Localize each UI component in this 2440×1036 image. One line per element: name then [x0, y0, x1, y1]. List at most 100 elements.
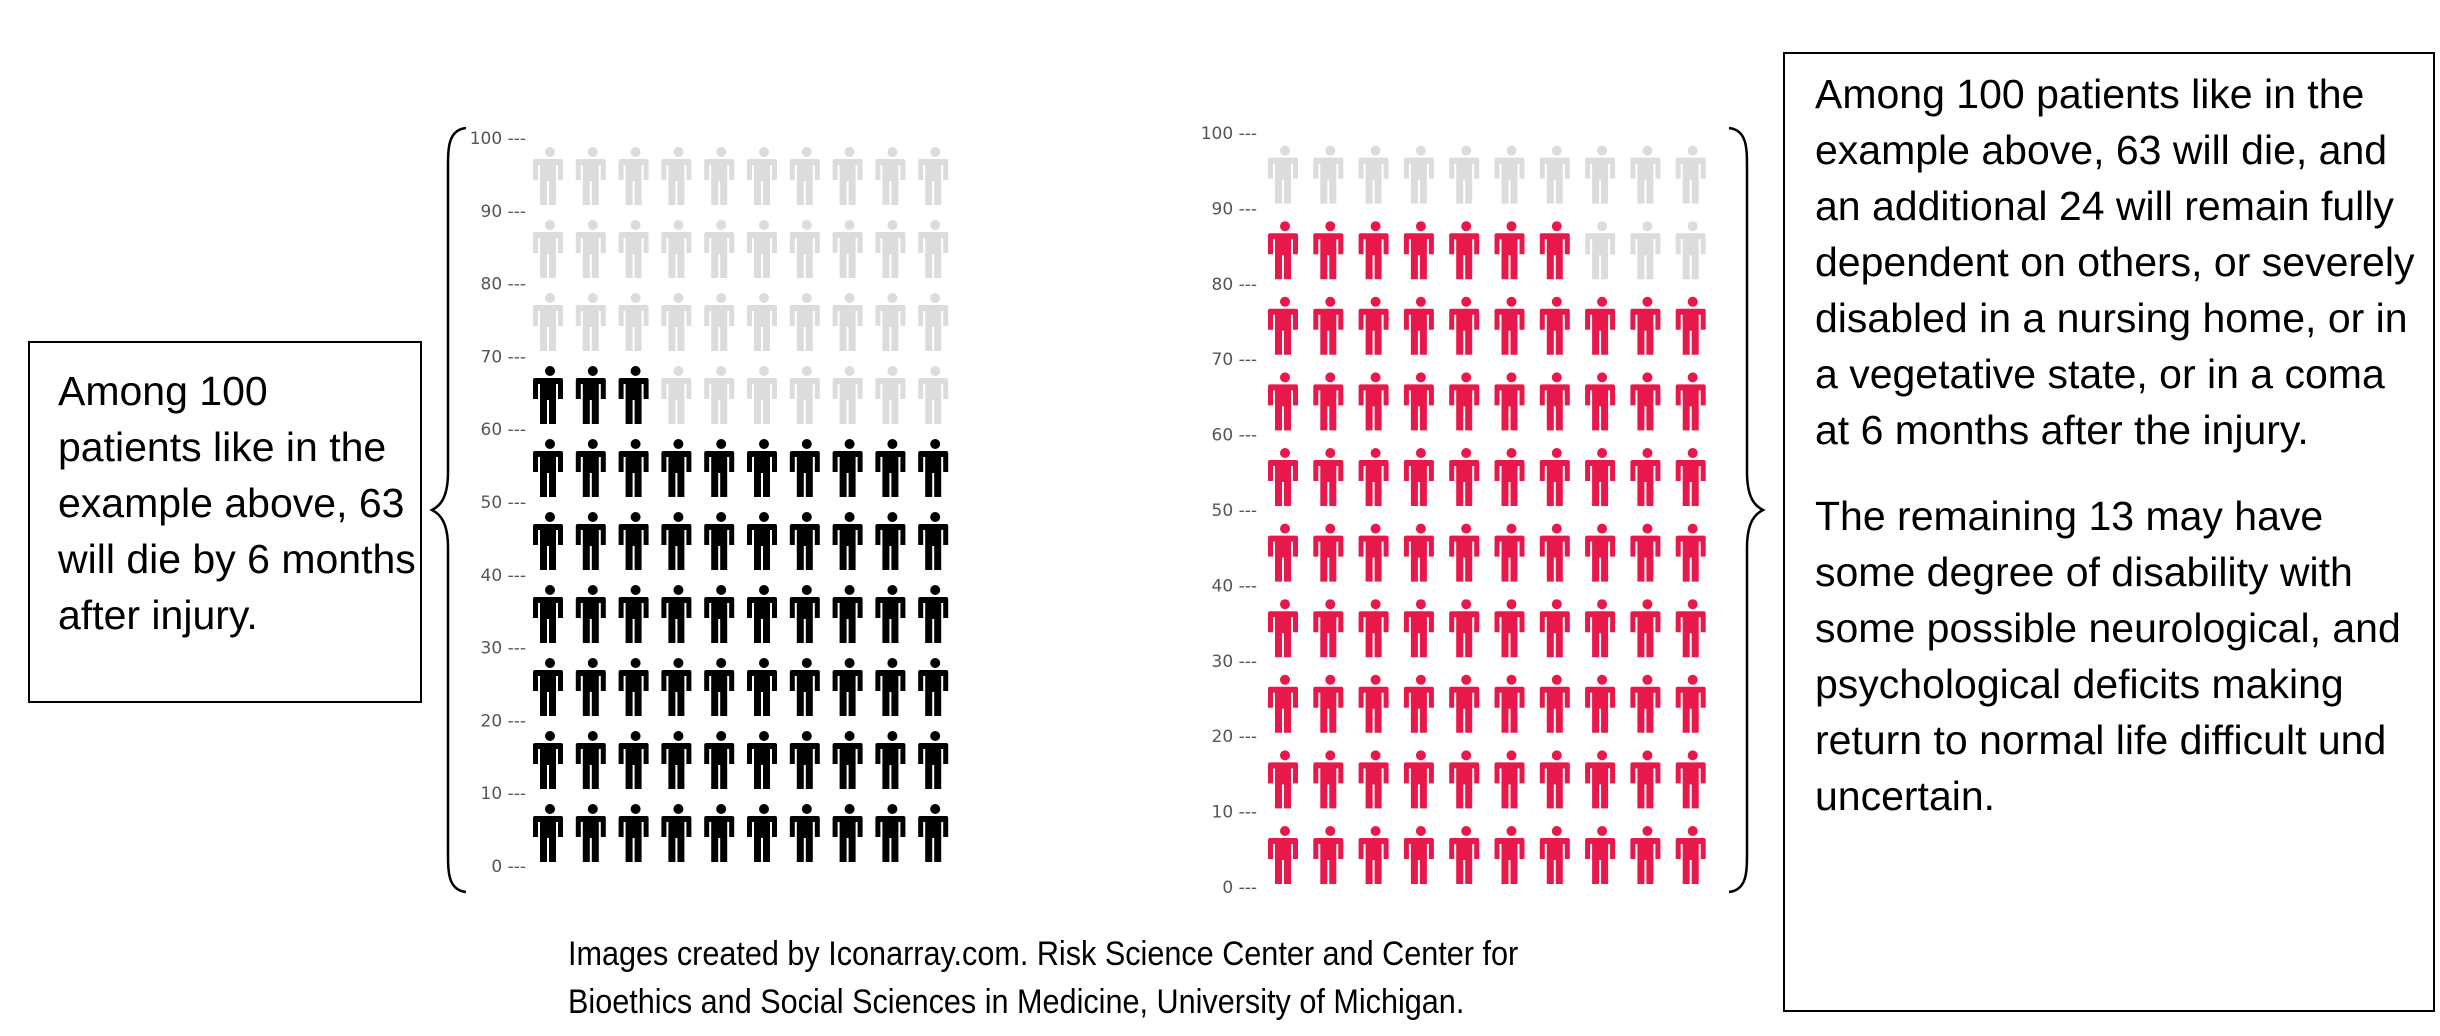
left-chart-person-icon [832, 731, 863, 789]
right-chart-person-icon [1449, 674, 1480, 733]
left-chart-y-tick-90: 90 --- [481, 202, 526, 222]
right-chart-person-icon [1494, 750, 1525, 809]
left-chart-person-icon [918, 147, 949, 205]
left-chart-person-icon [875, 366, 906, 424]
left-chart-person-icon [618, 585, 649, 643]
right-chart-person-icon [1268, 221, 1298, 280]
left-chart-y-tick-0: 0 --- [491, 857, 526, 877]
left-chart-person-icon [918, 585, 949, 643]
left-chart-person-icon [661, 147, 692, 205]
left-chart-person-icon [575, 731, 606, 789]
right-chart-person-icon [1449, 448, 1480, 506]
left-chart-person-icon [661, 220, 692, 278]
left-chart-person-icon [875, 585, 906, 643]
left-chart-person-icon [618, 512, 649, 570]
right-chart-person-icon [1403, 448, 1434, 506]
right-caption-paragraph-2: The remaining 13 may have some degree of… [1815, 493, 2401, 819]
credits-line-2: Bioethics and Social Sciences in Medicin… [568, 983, 1465, 1021]
left-chart-y-tick-50: 50 --- [481, 493, 526, 513]
right-chart-person-icon [1358, 674, 1389, 733]
right-chart-person-icon [1585, 826, 1616, 884]
left-chart-person-icon [832, 293, 863, 351]
right-chart-person-icon [1630, 826, 1661, 884]
right-chart-y-tick-30: 30 --- [1212, 652, 1257, 672]
right-chart-person-icon [1539, 523, 1570, 582]
left-chart-person-icon [747, 658, 777, 716]
left-chart-person-icon [575, 512, 606, 570]
left-chart-person-icon [875, 658, 906, 716]
right-chart-person-icon [1675, 750, 1706, 809]
left-chart-person-icon [789, 439, 820, 497]
right-chart-person-icon [1585, 145, 1616, 204]
left-chart-y-tick-80: 80 --- [481, 275, 526, 295]
right-chart-person-icon [1313, 826, 1344, 884]
right-chart-person-icon [1494, 826, 1525, 884]
right-chart-y-tick-90: 90 --- [1212, 199, 1257, 219]
right-chart-person-icon [1494, 372, 1525, 431]
left-chart-person-icon [875, 220, 906, 278]
left-chart-person-icon [661, 804, 692, 862]
right-chart-person-icon [1585, 674, 1616, 733]
left-chart-person-icon [789, 147, 820, 205]
left-chart-person-icon [747, 220, 777, 278]
left-chart-y-tick-100: 100 --- [470, 129, 526, 149]
right-chart-y-tick-20: 20 --- [1212, 727, 1257, 747]
left-chart-person-icon [918, 804, 949, 862]
right-chart-person-icon [1494, 448, 1525, 506]
right-chart-person-icon [1358, 750, 1389, 809]
right-chart-person-icon [1675, 674, 1706, 733]
right-chart-person-icon [1403, 523, 1434, 582]
left-chart-person-icon [618, 366, 649, 424]
left-chart-person-icon [704, 512, 735, 570]
left-chart-person-icon [575, 658, 606, 716]
left-chart-person-icon [618, 658, 649, 716]
left-chart-person-icon [918, 658, 949, 716]
right-chart-y-tick-10: 10 --- [1212, 803, 1257, 823]
left-chart-person-icon [533, 658, 563, 716]
left-chart-person-icon [918, 293, 949, 351]
left-chart-person-icon [789, 804, 820, 862]
left-chart-person-icon [875, 439, 906, 497]
left-chart-person-icon [704, 804, 735, 862]
right-chart-person-icon [1585, 750, 1616, 809]
left-chart-person-icon [575, 804, 606, 862]
right-chart-person-icon [1494, 599, 1525, 658]
right-chart-person-icon [1358, 296, 1389, 355]
right-chart-person-icon [1313, 523, 1344, 582]
left-chart-person-icon [875, 293, 906, 351]
left-chart-person-icon [832, 366, 863, 424]
left-chart-person-icon [747, 439, 777, 497]
left-chart-person-icon [661, 585, 692, 643]
left-chart-person-icon [618, 293, 649, 351]
right-chart-person-icon [1675, 372, 1706, 431]
left-caption-text: Among 100 patients like in the example a… [58, 368, 416, 638]
left-chart-person-icon [704, 731, 735, 789]
left-chart-person-icon [575, 293, 606, 351]
left-chart-person-icon [704, 147, 735, 205]
right-chart-person-icon [1313, 599, 1344, 658]
right-chart-person-icon [1585, 599, 1616, 658]
right-chart-person-icon [1585, 221, 1616, 280]
left-chart-person-icon [661, 731, 692, 789]
left-chart-y-tick-10: 10 --- [481, 784, 526, 804]
right-chart-person-icon [1403, 296, 1434, 355]
right-chart-person-icon [1403, 372, 1434, 431]
right-chart-person-icon [1313, 296, 1344, 355]
left-chart-person-icon [533, 585, 563, 643]
right-chart-person-icon [1449, 296, 1480, 355]
right-chart-person-icon [1494, 523, 1525, 582]
right-chart-person-icon [1403, 221, 1434, 280]
left-chart-person-icon [533, 731, 563, 789]
right-chart-person-icon [1449, 145, 1480, 204]
right-chart-person-icon [1494, 674, 1525, 733]
right-chart-person-icon [1268, 296, 1298, 355]
right-caption-paragraph-1: Among 100 patients like in the example a… [1815, 71, 2415, 453]
left-chart-person-icon [704, 658, 735, 716]
right-chart-person-icon [1630, 750, 1661, 809]
right-chart-person-icon [1358, 523, 1389, 582]
left-chart-person-icon [832, 147, 863, 205]
right-chart-person-icon [1539, 221, 1570, 280]
left-chart-person-icon [533, 439, 563, 497]
right-chart-person-icon [1539, 145, 1570, 204]
